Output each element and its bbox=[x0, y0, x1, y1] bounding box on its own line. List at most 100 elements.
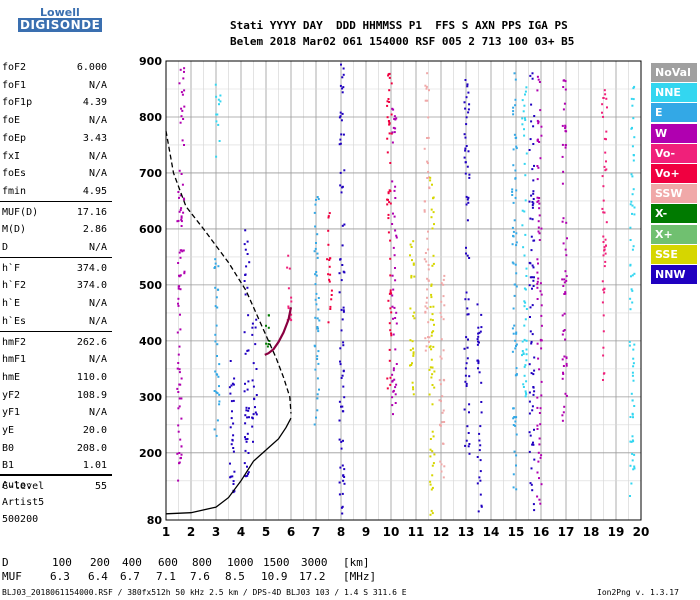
y-tick-label: 200 bbox=[139, 447, 162, 460]
echo-point bbox=[531, 206, 534, 209]
echo-point bbox=[531, 304, 534, 307]
echo-point bbox=[633, 467, 636, 470]
echo-point bbox=[176, 452, 179, 455]
echo-point bbox=[392, 333, 395, 336]
echo-point bbox=[243, 462, 246, 465]
echo-point bbox=[426, 277, 429, 280]
echo-point bbox=[602, 97, 605, 99]
echo-point bbox=[340, 279, 343, 282]
echo-point bbox=[430, 208, 433, 211]
echo-point bbox=[533, 509, 536, 512]
echo-point bbox=[427, 279, 430, 282]
echo-point bbox=[430, 283, 433, 286]
echo-point bbox=[392, 367, 395, 370]
x-tick-label: 20 bbox=[633, 525, 650, 539]
echo-point bbox=[393, 215, 396, 218]
echo-point bbox=[531, 443, 534, 446]
echo-point bbox=[317, 327, 319, 330]
param-name-6: foEs bbox=[2, 168, 27, 180]
echo-point bbox=[177, 362, 180, 364]
echo-point bbox=[314, 298, 317, 301]
echo-point bbox=[215, 391, 218, 394]
echo-point bbox=[340, 405, 342, 408]
echo-point bbox=[432, 305, 435, 308]
y-tick-label: 700 bbox=[139, 167, 162, 180]
echo-point bbox=[602, 199, 605, 202]
echo-point bbox=[342, 439, 344, 442]
echo-point bbox=[339, 171, 342, 174]
echo-point bbox=[466, 254, 469, 257]
echo-point bbox=[390, 292, 393, 295]
distance-value-3: 600 bbox=[158, 556, 178, 569]
echo-point bbox=[477, 367, 479, 370]
echo-point bbox=[530, 372, 533, 375]
echo-point bbox=[388, 89, 391, 92]
echo-point bbox=[229, 476, 232, 479]
echo-point bbox=[340, 447, 343, 450]
echo-point bbox=[605, 130, 608, 133]
echo-point bbox=[561, 358, 564, 361]
echo-point bbox=[523, 338, 526, 341]
param-value-13: N/A bbox=[88, 298, 107, 310]
echo-point bbox=[536, 342, 539, 345]
legend-item-8: X+ bbox=[651, 224, 697, 244]
echo-point bbox=[565, 362, 568, 365]
echo-point bbox=[521, 99, 524, 102]
distance-value-5: 1000 bbox=[227, 556, 254, 569]
echo-point bbox=[564, 130, 567, 133]
echo-point bbox=[411, 259, 413, 262]
echo-point bbox=[629, 263, 632, 266]
echo-point bbox=[523, 365, 526, 368]
echo-point bbox=[229, 360, 232, 362]
echo-point bbox=[244, 248, 247, 251]
echo-point bbox=[443, 421, 446, 423]
echo-point bbox=[467, 445, 470, 448]
distance-value-2: 400 bbox=[122, 556, 142, 569]
echo-point bbox=[602, 314, 605, 317]
echo-point bbox=[521, 340, 524, 343]
echo-point bbox=[180, 218, 183, 221]
echo-point bbox=[631, 104, 634, 107]
echo-point bbox=[431, 313, 434, 316]
distance-unit: [km] bbox=[343, 556, 370, 569]
echo-point bbox=[531, 333, 534, 336]
echo-point bbox=[387, 98, 390, 100]
echo-point bbox=[633, 465, 636, 468]
ionogram-chart: 1 2 3 4 5 6 7 8 9 10 11 12 13 14 15 16 17 18 19 20802003004… bbox=[139, 55, 650, 539]
echo-point bbox=[528, 391, 531, 394]
echo-point bbox=[394, 267, 396, 269]
echo-point bbox=[215, 324, 218, 327]
echo-point bbox=[388, 189, 391, 192]
echo-point bbox=[539, 109, 542, 112]
echo-point bbox=[537, 277, 540, 280]
echo-point bbox=[631, 175, 634, 178]
x-tick-label: 17 bbox=[558, 525, 575, 539]
echo-point bbox=[412, 240, 415, 243]
param-value-16: N/A bbox=[88, 354, 107, 366]
echo-point bbox=[629, 226, 632, 229]
echo-point bbox=[179, 328, 182, 331]
echo-point bbox=[632, 348, 635, 351]
echo-point bbox=[565, 221, 568, 224]
echo-point bbox=[562, 170, 565, 173]
echo-point bbox=[313, 250, 316, 253]
echo-point bbox=[522, 110, 525, 113]
echo-point bbox=[341, 224, 344, 227]
echo-point bbox=[533, 356, 536, 359]
echo-point bbox=[603, 211, 606, 214]
echo-point bbox=[424, 200, 426, 203]
echo-point bbox=[531, 218, 534, 221]
echo-point bbox=[538, 239, 541, 241]
echo-point bbox=[342, 474, 345, 477]
echo-point bbox=[341, 318, 344, 321]
echo-point bbox=[514, 78, 517, 81]
echo-point bbox=[442, 283, 445, 286]
echo-point bbox=[511, 327, 514, 330]
echo-point bbox=[424, 337, 427, 340]
echo-point bbox=[522, 383, 525, 386]
echo-point bbox=[431, 264, 434, 267]
echo-point bbox=[512, 230, 515, 233]
echo-point bbox=[605, 138, 607, 141]
echo-point bbox=[515, 345, 517, 347]
echo-point bbox=[467, 150, 470, 153]
